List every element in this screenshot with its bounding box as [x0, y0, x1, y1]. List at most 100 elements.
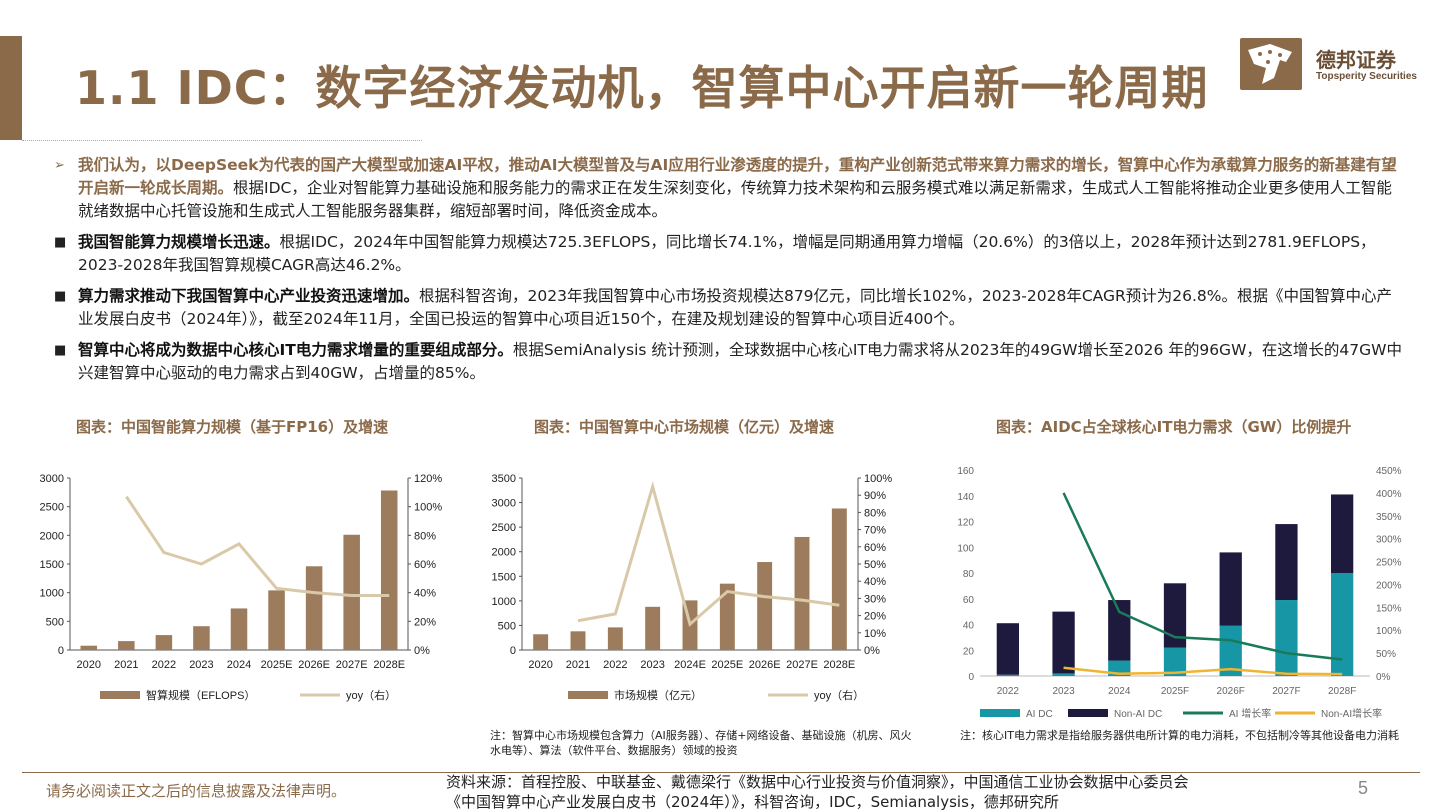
y-tick-label: 3500 [492, 473, 516, 485]
bar [343, 534, 360, 650]
y2-tick-label: 40% [864, 576, 886, 588]
source-note: 资料来源：首程控股、中联基金、戴德梁行《数据中心行业投资与价值洞察》，中国通信工… [446, 772, 1189, 810]
legend-swatch [980, 709, 1020, 717]
x-tick-label: 2020 [528, 659, 552, 671]
bar [831, 508, 847, 650]
bar [1275, 524, 1298, 601]
y2-tick-label: 70% [864, 525, 886, 537]
bullet-list: ➢ 我们认为，以DeepSeek为代表的国产大模型或加速AI平权，推动AI大模型… [52, 154, 1402, 393]
bullet-highlight: 我们认为，以DeepSeek为代表的国产大模型或加速AI平权，推动AI大模型普及… [78, 156, 1397, 197]
bar [80, 645, 98, 650]
bullet-item: ■ 算力需求推动下我国智算中心产业投资迅速增加。根据科智咨询，2023年我国智算… [52, 285, 1402, 331]
y2-tick-label: 20% [414, 616, 436, 628]
y2-tick-label: 450% [1376, 466, 1402, 477]
x-tick-label: 2027E [786, 659, 818, 671]
bullet-item: ■ 我国智能算力规模增长迅速。根据IDC，2024年中国智能算力规模达725.3… [52, 231, 1402, 277]
y-tick-label: 1500 [492, 571, 516, 583]
chart-compute-scale: 0 500 1000 1500 2000 2500 3000 0% 20% 40% 60% 80% 10… [30, 462, 460, 712]
bar [1331, 494, 1354, 573]
y2-tick-label: 0% [414, 645, 430, 657]
y2-tick-label: 60% [414, 559, 436, 571]
logo-text-en: Topsperity Securities [1316, 71, 1417, 82]
chart1-title: 图表：中国智能算力规模（基于FP16）及增速 [76, 418, 389, 436]
y-tick-label: 1000 [492, 596, 516, 608]
series-line [125, 495, 390, 598]
y2-tick-label: 30% [864, 593, 886, 605]
series-line [1063, 666, 1343, 676]
legend-swatch [568, 691, 608, 699]
legend-label: yoy（右） [346, 688, 396, 702]
y-tick-label: 80 [963, 569, 975, 580]
y-tick-label: 2000 [40, 530, 64, 542]
x-tick-label: 2021 [114, 659, 138, 671]
y2-tick-label: 50% [864, 559, 886, 571]
bullet-bold: 我国智能算力规模增长迅速。 [78, 233, 280, 251]
y2-tick-label: 40% [414, 588, 436, 600]
legend-label: Non-AI增长率 [1321, 707, 1382, 720]
bullet-text: 根据IDC，企业对智能算力基础设施和服务能力的需求正在发生深刻变化，传统算力技术… [78, 179, 1392, 220]
title-accent-bar [0, 36, 22, 140]
y2-tick-label: 150% [1376, 603, 1402, 614]
leopard-logo-icon [1240, 38, 1302, 90]
page-number: 5 [1358, 778, 1369, 798]
bar [533, 634, 549, 650]
y2-tick-label: 300% [1376, 535, 1402, 546]
bullet-item: ➢ 我们认为，以DeepSeek为代表的国产大模型或加速AI平权，推动AI大模型… [52, 154, 1402, 223]
bullet-item: ■ 智算中心将成为数据中心核心IT电力需求增量的重要组成部分。根据SemiAna… [52, 339, 1402, 385]
x-tick-label: 2024E [674, 659, 706, 671]
footer-divider [22, 772, 1420, 773]
company-logo: 德邦证券 Topsperity Securities [1240, 38, 1417, 96]
logo-text-cn: 德邦证券 [1316, 48, 1396, 72]
legend-swatch [100, 691, 140, 699]
square-bullet-icon: ■ [54, 343, 67, 358]
chart-power-demand: 0 20 40 60 80 100 120 140 160 0% 50% 100% 150% 200% 25… [940, 456, 1430, 724]
x-tick-label: 2023 [1052, 686, 1075, 697]
x-tick-label: 2023 [189, 659, 213, 671]
legend-label: 市场规模（亿元） [614, 688, 702, 702]
y2-tick-label: 350% [1376, 512, 1402, 523]
y2-tick-label: 100% [1376, 626, 1402, 637]
series-line [1062, 492, 1343, 661]
y2-tick-label: 80% [864, 507, 886, 519]
x-tick-label: 2026F [1217, 686, 1245, 697]
chart-svg: 0 500 1000 1500 2000 2500 3000 0% 20% 40% 60% 80% 10… [40, 473, 443, 702]
series-line [577, 481, 840, 627]
source-line-2: 《中国智算中心产业发展白皮书（2024年）》，科智咨询，IDC，Semianal… [446, 793, 1059, 810]
square-bullet-icon: ■ [54, 289, 67, 304]
y2-tick-label: 250% [1376, 558, 1402, 569]
y-tick-label: 20 [963, 646, 975, 657]
y-tick-label: 3000 [492, 498, 516, 510]
y2-tick-label: 200% [1376, 580, 1402, 591]
bar [996, 623, 1019, 675]
bar [719, 583, 735, 650]
y2-tick-label: 60% [864, 542, 886, 554]
bar [1219, 552, 1242, 626]
x-tick-label: 2028F [1328, 686, 1356, 697]
bullet-bold: 算力需求推动下我国智算中心产业投资迅速增加。 [78, 287, 420, 305]
x-tick-label: 2022 [152, 659, 176, 671]
x-tick-label: 2027E [336, 659, 368, 671]
y2-tick-label: 100% [864, 473, 892, 485]
y-tick-label: 0 [968, 672, 974, 683]
y-tick-label: 60 [963, 595, 975, 606]
bar [155, 635, 173, 650]
bar [570, 631, 586, 650]
arrow-bullet-icon: ➢ [54, 158, 65, 173]
y2-tick-label: 80% [414, 530, 436, 542]
chart3-note: 注：核心IT电力需求是指给服务器供电所计算的电力消耗，不包括制冷等其他设备电力消… [960, 729, 1399, 742]
bar [193, 626, 210, 650]
x-tick-label: 2027F [1272, 686, 1300, 697]
x-tick-label: 2028E [373, 659, 405, 671]
bar [607, 627, 623, 650]
bar [757, 562, 773, 650]
y2-tick-label: 20% [864, 611, 886, 623]
bar [1163, 647, 1187, 676]
bar [794, 536, 810, 650]
chart2-title: 图表：中国智算中心市场规模（亿元）及增速 [534, 418, 835, 436]
y2-tick-label: 90% [864, 490, 886, 502]
bar [1219, 625, 1242, 676]
legal-disclaimer: 请务必阅读正文之后的信息披露及法律声明。 [46, 782, 347, 800]
x-tick-label: 2020 [77, 659, 101, 671]
chart-svg: 0 500 1000 1500 2000 2500 3000 3500 0% 10% 20% 30% 4… [492, 473, 893, 702]
y-tick-label: 160 [957, 466, 974, 477]
